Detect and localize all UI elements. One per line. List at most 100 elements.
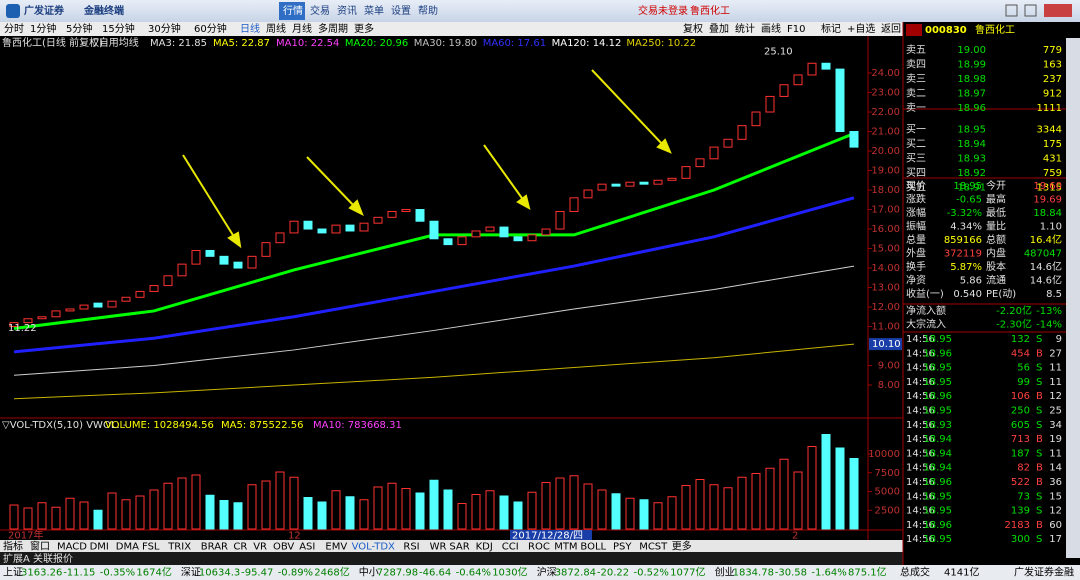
indicator-tab[interactable]: CCI <box>502 542 519 553</box>
tick-time: 14:56 <box>906 348 935 359</box>
field-label: 涨跌 <box>906 193 926 206</box>
flow-pct: -14% <box>1036 320 1062 331</box>
menu-item[interactable]: 设置 <box>391 5 411 17</box>
menu-item[interactable]: 资讯 <box>337 5 357 17</box>
indicator-tab[interactable]: ASI <box>299 542 315 553</box>
indicator-tab[interactable]: BOLL <box>580 542 606 553</box>
period-tab[interactable]: 30分钟 <box>148 22 181 35</box>
candle <box>37 316 47 320</box>
tick-side: S <box>1036 491 1042 502</box>
period-tab[interactable]: 更多 <box>354 22 374 35</box>
book-price: 18.92 <box>957 168 986 179</box>
indicator-tab[interactable]: ROC <box>528 542 550 553</box>
indicator-tab[interactable]: WR <box>430 542 447 553</box>
menu-item[interactable]: 帮助 <box>418 4 438 17</box>
period-tab[interactable]: 多周期 <box>318 22 348 35</box>
y-tick-label: 17.00 <box>871 205 900 216</box>
indicator-tab[interactable]: BRAR <box>201 542 228 553</box>
volume-bar <box>639 499 649 530</box>
volume-bar <box>849 458 859 530</box>
period-tab[interactable]: 月线 <box>292 22 312 35</box>
tool-button[interactable]: F10 <box>787 24 805 35</box>
tool-button[interactable]: 标记 <box>821 23 841 35</box>
candle <box>667 177 677 181</box>
menu-item[interactable]: 菜单 <box>364 5 384 17</box>
candle <box>23 318 33 324</box>
indicator-tab[interactable]: OBV <box>273 542 294 553</box>
indicator-tab[interactable]: MACD <box>57 542 87 553</box>
indicator-tab[interactable]: KDJ <box>476 542 493 553</box>
indicator-tab[interactable]: SAR <box>449 542 469 553</box>
extension-tab[interactable]: 关联报价 <box>33 552 73 565</box>
tool-button[interactable]: 返回 <box>881 23 901 35</box>
menu-item[interactable]: 交易 <box>310 4 330 17</box>
tick-price: 18.96 <box>923 391 952 402</box>
indicator-tab[interactable]: VOL-TDX <box>352 542 395 553</box>
indicator-tab[interactable]: DMI <box>90 542 109 553</box>
candle <box>499 226 509 238</box>
candle <box>51 310 61 318</box>
tool-button[interactable]: +自选 <box>847 22 875 35</box>
field-value: 8.5 <box>1046 289 1062 300</box>
indicator-tab[interactable]: PSY <box>613 542 632 553</box>
indicator-tab[interactable]: 指标 <box>3 540 23 553</box>
y-tick-label: 12.00 <box>871 302 900 313</box>
date-highlight <box>510 530 592 540</box>
indicator-tab[interactable]: 窗口 <box>30 540 50 553</box>
y-tick-label: 8.00 <box>878 380 900 391</box>
candle <box>639 181 649 185</box>
tick-count: 17 <box>1049 534 1062 545</box>
date-label: 2017年 <box>8 529 43 542</box>
indicator-tab[interactable]: 更多 <box>672 540 692 553</box>
volume-bar <box>737 476 747 530</box>
close-button[interactable] <box>1044 4 1072 17</box>
status-item: -46.64 <box>419 568 451 579</box>
status-item: 1077亿 <box>670 566 705 579</box>
status-item: 1030亿 <box>492 566 527 579</box>
volume-bar <box>331 490 341 530</box>
menu-item[interactable]: 行情 <box>283 4 303 17</box>
field-label: 流通 <box>986 274 1006 287</box>
candle <box>359 222 369 232</box>
period-tab[interactable]: 15分钟 <box>102 22 135 35</box>
field-label: 现价 <box>906 180 926 192</box>
volume-title: ▽VOL-TDX(5,10) VWOL: - <box>2 420 127 431</box>
logo: 广发证券 <box>24 4 65 17</box>
tool-button[interactable]: 统计 <box>735 22 755 35</box>
login-status[interactable]: 交易未登录 <box>638 4 688 17</box>
indicator-tab[interactable]: CR <box>233 542 247 553</box>
candle <box>751 111 761 127</box>
field-label: 净资 <box>906 274 926 287</box>
tool-button[interactable]: 画线 <box>761 22 781 35</box>
field-label: 股本 <box>986 260 1006 273</box>
indicator-tab[interactable]: RSI <box>403 542 419 553</box>
period-tab[interactable]: 60分钟 <box>194 22 227 35</box>
volume-bar <box>233 502 243 530</box>
tick-volume: 106 <box>1011 391 1030 402</box>
extension-tab[interactable]: 扩展A <box>3 552 30 565</box>
tool-button[interactable]: 叠加 <box>709 23 729 35</box>
tool-button[interactable]: 复权 <box>683 22 703 35</box>
indicator-tab[interactable]: TRIX <box>167 542 191 553</box>
tick-price: 18.96 <box>923 520 952 531</box>
tick-count: 60 <box>1049 520 1062 531</box>
indicator-tab[interactable]: MCST <box>639 542 668 553</box>
period-tab[interactable]: 5分钟 <box>66 22 92 35</box>
period-tab[interactable]: 1分钟 <box>30 22 56 35</box>
period-tab[interactable]: 周线 <box>266 22 286 35</box>
volume-bar <box>275 471 285 530</box>
tick-count: 14 <box>1049 463 1062 474</box>
indicator-tab[interactable]: EMV <box>325 542 347 553</box>
volume-bar <box>387 482 397 530</box>
indicator-tab[interactable]: FSL <box>142 542 160 553</box>
candle <box>555 210 565 230</box>
indicator-tab[interactable]: DMA <box>116 542 139 553</box>
indicator-tab[interactable]: MTM <box>554 542 577 553</box>
indicator-tab[interactable]: VR <box>253 542 267 553</box>
field-value: 18.95 <box>953 181 982 192</box>
period-tab[interactable]: 日线 <box>240 22 260 35</box>
status-item: -0.52% <box>634 568 669 579</box>
period-tab[interactable]: 分时 <box>4 23 24 35</box>
tick-count: 25 <box>1049 406 1062 417</box>
